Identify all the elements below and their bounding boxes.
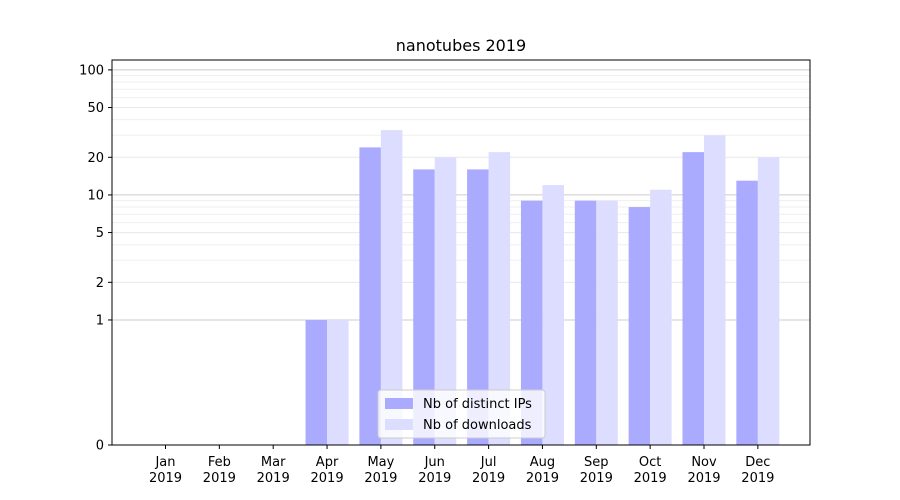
x-tick-label-year: 2019 [364,471,397,486]
x-tick-label-month: Nov [691,455,717,470]
x-tick-label-year: 2019 [687,471,720,486]
legend-swatch-downloads [385,419,413,430]
bar-downloads-apr [327,319,349,445]
x-tick-label-month: Jun [424,455,445,470]
x-tick-label-month: Apr [316,455,339,470]
bar-downloads-may [380,130,403,445]
bar-distinct-ips-jul [467,169,489,445]
x-tick-label-month: Oct [639,455,661,470]
y-tick-label: 100 [79,63,104,78]
x-tick-label-month: Sep [584,455,609,470]
x-tick-label-month: May [367,455,394,470]
x-tick-label-year: 2019 [257,471,290,486]
x-tick-label-month: Mar [261,455,286,470]
x-tick-label-year: 2019 [526,471,559,486]
y-tick-label: 50 [87,101,104,116]
x-tick-label-month: Jul [480,455,497,470]
y-tick-label: 0 [96,439,104,454]
bar-distinct-ips-jun [413,169,435,445]
x-tick-label-year: 2019 [149,471,182,486]
x-tick-label-year: 2019 [472,471,505,486]
bar-downloads-jun [434,157,457,445]
legend-label-distinct-ips: Nb of distinct IPs [423,397,532,412]
legend: Nb of distinct IPs Nb of downloads [377,389,546,439]
plot-frame [111,59,811,446]
y-tick-label: 20 [87,151,104,166]
bar-downloads-sep [596,200,618,445]
x-tick-label-month: Dec [745,455,770,470]
x-tick-label-year: 2019 [634,471,667,486]
bar-distinct-ips-sep [574,200,597,445]
bar-downloads-aug [542,185,564,445]
bar-distinct-ips-oct [628,207,651,445]
x-tick-label-month: Aug [530,455,555,470]
x-tick-label-month: Jan [154,455,175,470]
x-tick-label-month: Feb [208,455,231,470]
bar-distinct-ips-dec [736,180,758,445]
bar-distinct-ips-may [359,147,381,446]
bar-distinct-ips-aug [520,200,543,445]
bar-downloads-oct [650,189,672,445]
x-tick-label-year: 2019 [741,471,774,486]
legend-box [377,389,546,439]
x-tick-label-year: 2019 [203,471,236,486]
bar-distinct-ips-nov [682,152,704,445]
bar-downloads-nov [704,135,726,445]
legend-label-downloads: Nb of downloads [423,418,532,433]
bar-downloads-dec [757,157,780,445]
grid [112,69,810,321]
x-axis: Jan2019Feb2019Mar2019Apr2019May2019Jun20… [149,445,774,486]
bar-distinct-ips-apr [305,319,328,445]
y-tick-label: 2 [96,276,104,291]
x-tick-label-year: 2019 [311,471,344,486]
y-tick-label: 5 [96,226,104,241]
x-tick-label-year: 2019 [418,471,451,486]
chart-title: nanotubes 2019 [396,36,526,55]
y-tick-label: 1 [96,313,104,328]
y-tick-label: 10 [87,188,104,203]
x-tick-label-year: 2019 [580,471,613,486]
bars [305,130,780,446]
y-axis: 0 1 2 5 10 20 50 100 [79,63,112,454]
legend-swatch-distinct-ips [385,398,413,409]
bar-downloads-jul [488,152,511,445]
